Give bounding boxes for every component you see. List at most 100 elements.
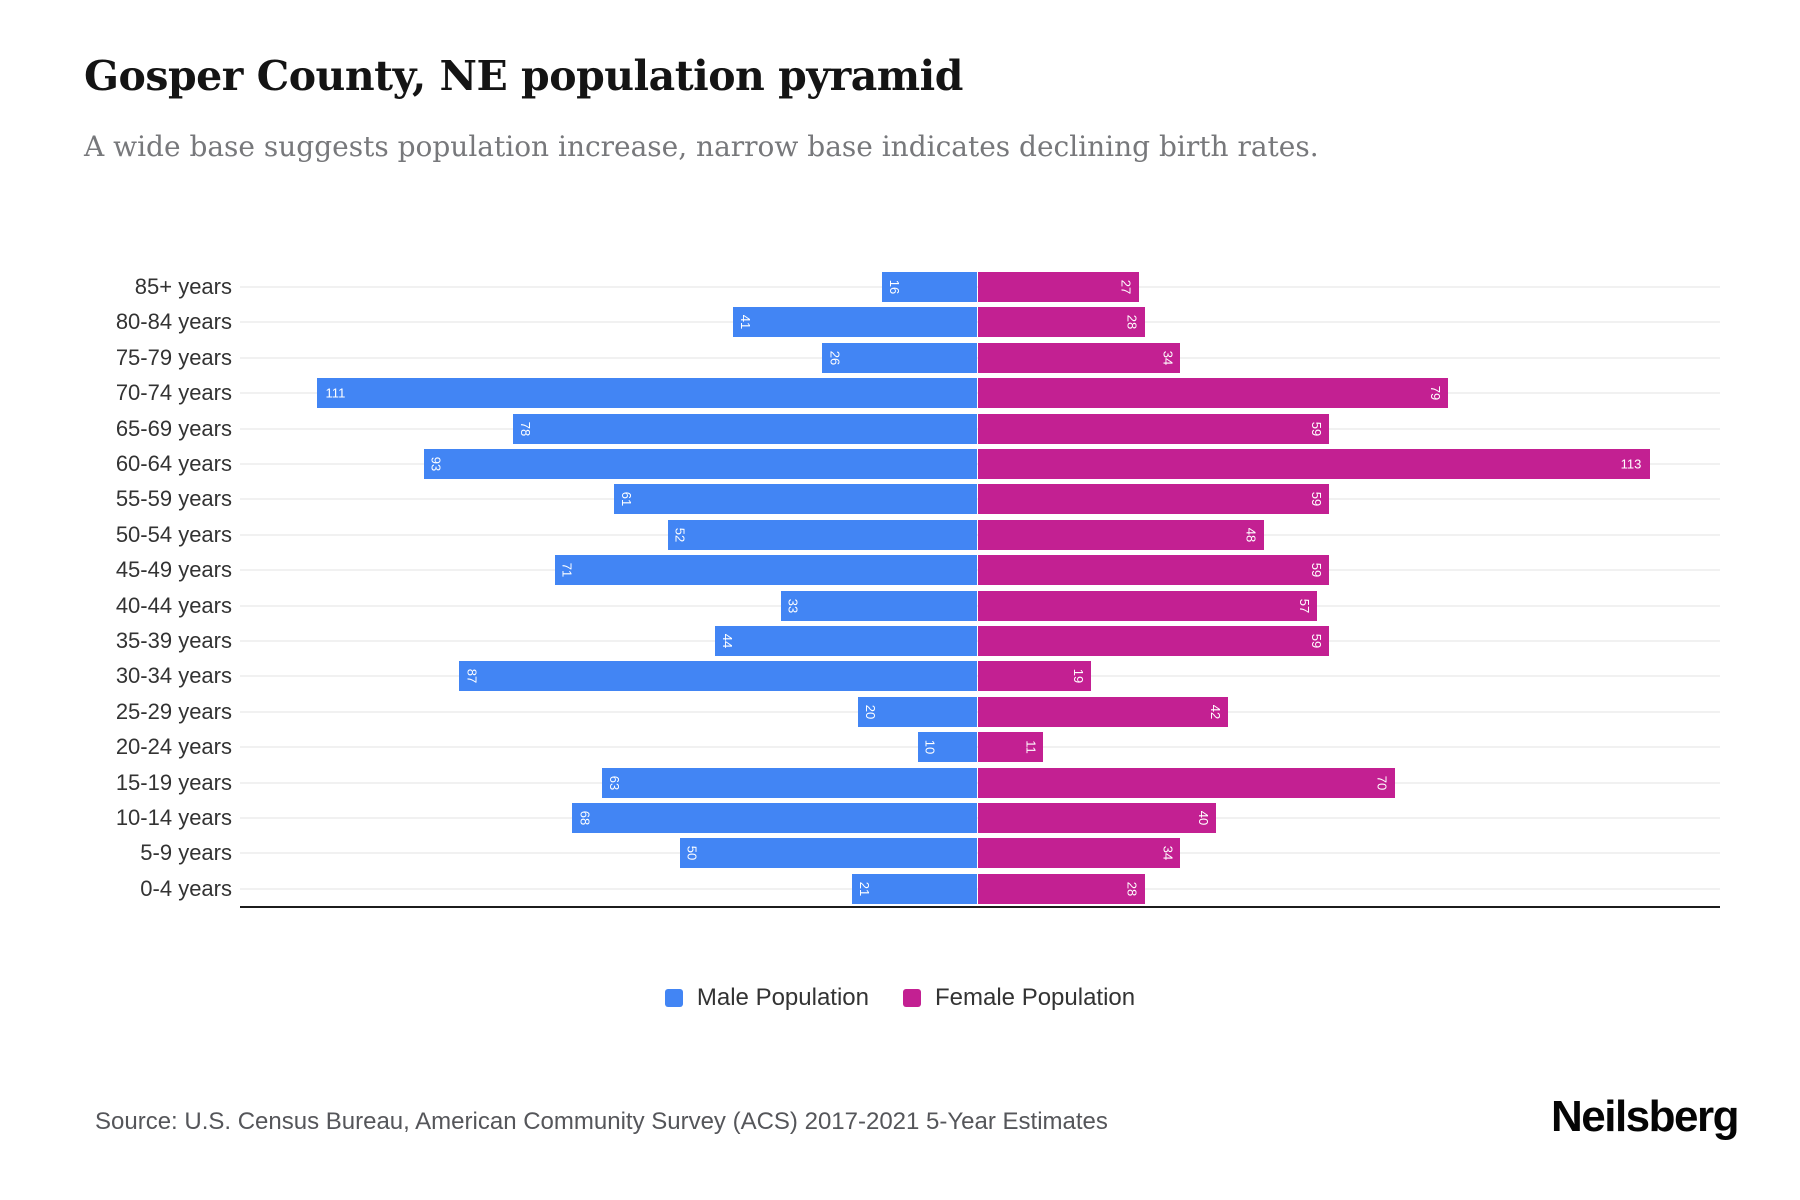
age-group-label: 50-54 years [115,521,232,547]
age-group-label: 65-69 years [115,415,232,441]
bar-value-label: 57 [1297,598,1313,613]
age-group-label: 15-19 years [115,769,232,795]
bar-value-label: 93 [428,456,444,472]
bar-female[interactable]: 57 [978,590,1318,621]
age-group-label: 35-39 years [115,628,232,653]
bar-female[interactable]: 28 [978,307,1145,338]
bar-male[interactable]: 52 [667,519,977,550]
source-attribution: Source: U.S. Census Bureau, American Com… [95,1108,1108,1135]
chart-subtitle: A wide base suggests population increase… [84,130,1319,163]
age-group-label: 20-24 years [115,734,232,760]
bar-value-label: 34 [1160,846,1176,861]
bar-female[interactable]: 42 [978,696,1228,727]
bar-value-label: 59 [1309,492,1325,507]
legend: Male Population Female Population [0,984,1800,1012]
bar-male[interactable]: 33 [780,590,977,621]
bar-value-label: 50 [684,846,700,861]
bar-value-label: 87 [464,669,480,684]
bar-male[interactable]: 44 [715,626,977,656]
bar-male[interactable]: 50 [679,838,977,869]
bar-value-label: 68 [577,810,593,826]
age-group-label: 0-4 years [140,875,232,901]
bar-male[interactable]: 111 [316,378,977,409]
chart-title: Gosper County, NE population pyramid [84,52,963,100]
bar-value-label: 59 [1309,421,1325,436]
bar-value-label: 33 [785,598,801,613]
age-group-label: 45-49 years [115,557,232,583]
bar-value-label: 28 [1124,315,1140,330]
age-group-label: 40-44 years [115,592,232,618]
bar-value-label: 61 [619,492,635,507]
age-group-label: 70-74 years [115,380,232,406]
age-group-label: 10-14 years [115,805,232,830]
female-legend-swatch-icon [903,989,921,1007]
neilsberg-logo: Neilsberg [1550,1092,1740,1141]
male-legend-swatch-icon [664,989,683,1007]
bar-male[interactable]: 93 [423,449,977,479]
age-group-label: 55-59 years [115,486,232,512]
age-group-label: 30-34 years [115,663,232,689]
bar-female[interactable]: 70 [978,767,1395,798]
bar-male[interactable]: 16 [881,272,977,302]
bar-value-label: 52 [672,527,688,543]
bar-value-label: 26 [827,350,843,366]
bar-value-label: 113 [1620,456,1642,472]
bar-female[interactable]: 79 [978,378,1449,409]
legend-item-female[interactable]: Female Population [903,984,1135,1012]
x-axis-line [240,905,1720,908]
bar-female[interactable]: 19 [978,661,1092,692]
age-group-label: 80-84 years [115,309,232,335]
bar-value-label: 70 [1374,775,1390,790]
bar-value-label: 19 [1071,669,1087,684]
bar-value-label: 16 [886,279,902,295]
bar-value-label: 41 [738,315,754,330]
bar-female[interactable]: 27 [978,272,1139,302]
bar-value-label: 27 [1118,279,1134,295]
bar-male[interactable]: 10 [917,732,977,763]
bar-value-label: 71 [559,562,575,578]
bar-value-label: 48 [1243,527,1259,543]
bar-female[interactable]: 59 [978,413,1330,444]
bar-female[interactable]: 113 [978,449,1651,479]
age-group-label: 60-64 years [115,451,232,476]
bar-value-label: 78 [517,421,533,436]
bar-male[interactable]: 63 [602,767,977,798]
legend-label-female: Female Population [935,984,1136,1011]
age-group-label: 75-79 years [115,344,232,370]
bar-female[interactable]: 59 [978,555,1330,586]
legend-item-male[interactable]: Male Population [664,984,869,1012]
bar-male[interactable]: 26 [822,342,977,373]
bar-value-label: 59 [1309,633,1325,649]
bar-male[interactable]: 21 [852,873,977,904]
age-group-label: 85+ years [134,274,232,299]
age-group-label: 25-29 years [115,698,232,724]
bar-female[interactable]: 11 [978,732,1044,763]
age-group-label: 5-9 years [140,840,232,866]
bar-female[interactable]: 34 [978,342,1181,373]
bar-male[interactable]: 41 [733,307,977,338]
bar-female[interactable]: 48 [978,519,1264,550]
bar-value-label: 42 [1207,704,1223,720]
bar-male[interactable]: 20 [858,696,977,727]
bar-female[interactable]: 28 [978,873,1145,904]
bar-male[interactable]: 71 [554,555,977,586]
bar-male[interactable]: 68 [572,803,977,833]
bar-value-label: 111 [325,385,346,401]
bar-male[interactable]: 61 [614,484,977,515]
bar-female[interactable]: 40 [978,803,1216,833]
bar-female[interactable]: 59 [978,626,1330,656]
bar-male[interactable]: 78 [512,413,977,444]
bar-value-label: 11 [1023,740,1039,754]
bar-value-label: 34 [1160,350,1176,366]
bar-value-label: 10 [922,739,938,755]
bar-value-label: 28 [1124,881,1140,897]
bar-female[interactable]: 34 [978,838,1181,869]
bar-value-label: 40 [1196,810,1211,826]
bar-value-label: 20 [863,704,878,720]
bar-value-label: 79 [1428,385,1444,401]
bar-value-label: 44 [720,633,736,649]
bar-female[interactable]: 59 [978,484,1330,515]
bar-male[interactable]: 87 [459,661,977,692]
